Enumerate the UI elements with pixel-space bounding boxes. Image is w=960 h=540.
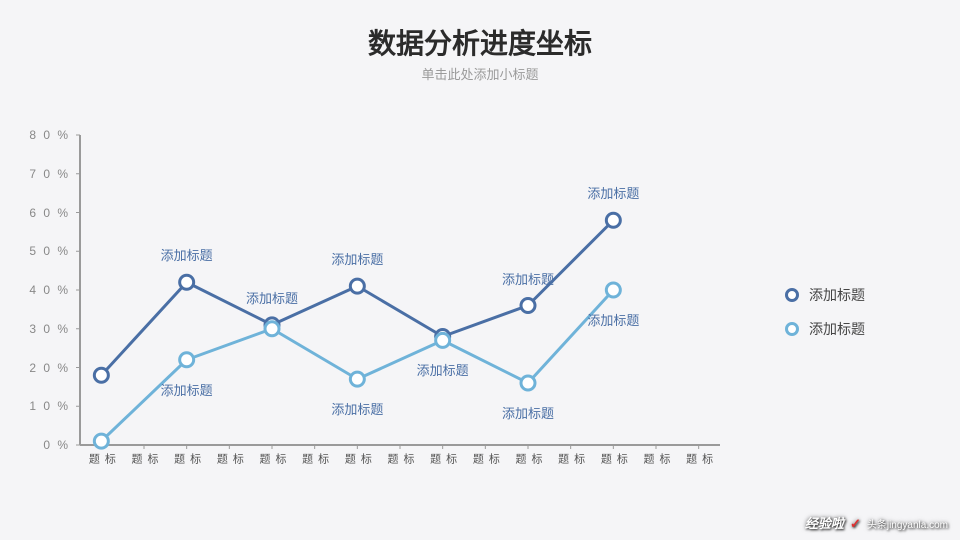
y-axis-label: 2 0 %: [29, 361, 80, 375]
x-axis-label: 标题: [299, 445, 331, 466]
y-axis-label: 8 0 %: [29, 128, 80, 142]
x-axis-label: 标题: [171, 445, 203, 466]
data-point-label: 添加标题: [331, 399, 383, 422]
x-axis-label: 标题: [384, 445, 416, 466]
y-axis-label: 5 0 %: [29, 244, 80, 258]
x-axis-label: 标题: [128, 445, 160, 466]
data-point-label: 添加标题: [502, 269, 554, 292]
x-axis-label: 标题: [597, 445, 629, 466]
data-point-label: 添加标题: [587, 183, 639, 206]
line-chart: 0 %1 0 %2 0 %3 0 %4 0 %5 0 %6 0 %7 0 %8 …: [80, 135, 720, 445]
x-axis-label: 标题: [85, 445, 117, 466]
data-point-label: 添加标题: [161, 380, 213, 403]
x-axis-label: 标题: [256, 445, 288, 466]
y-axis-label: 6 0 %: [29, 206, 80, 220]
data-point-label: 添加标题: [246, 288, 298, 311]
x-axis-label: 标题: [427, 445, 459, 466]
x-axis-label: 标题: [469, 445, 501, 466]
y-axis-label: 7 0 %: [29, 167, 80, 181]
legend-label: 添加标题: [809, 319, 865, 339]
y-axis-label: 3 0 %: [29, 322, 80, 336]
page-subtitle[interactable]: 单击此处添加小标题: [0, 64, 960, 83]
data-point-label: 添加标题: [161, 245, 213, 268]
legend: 添加标题 添加标题: [785, 285, 865, 353]
x-axis-label: 标题: [512, 445, 544, 466]
data-point-label: 添加标题: [417, 360, 469, 383]
x-axis-label: 标题: [213, 445, 245, 466]
watermark-sub: 头条jingyanla.com: [867, 516, 948, 531]
header: 数据分析进度坐标 单击此处添加小标题: [0, 0, 960, 83]
legend-marker-icon: [785, 288, 799, 302]
y-axis-label: 0 %: [43, 438, 80, 452]
y-axis-label: 4 0 %: [29, 283, 80, 297]
legend-item: 添加标题: [785, 319, 865, 339]
watermark: 经验啦 ✓ 头条jingyanla.com: [805, 513, 948, 532]
x-axis-label: 标题: [683, 445, 715, 466]
check-icon: ✓: [850, 516, 861, 532]
x-axis-label: 标题: [555, 445, 587, 466]
watermark-main: 经验啦: [805, 513, 844, 532]
y-axis-label: 1 0 %: [29, 399, 80, 413]
legend-marker-icon: [785, 322, 799, 336]
data-point-label: 添加标题: [502, 403, 554, 426]
data-point-label: 添加标题: [587, 310, 639, 333]
page-title: 数据分析进度坐标: [0, 22, 960, 62]
x-axis-label: 标题: [640, 445, 672, 466]
legend-item: 添加标题: [785, 285, 865, 305]
x-axis-label: 标题: [341, 445, 373, 466]
data-point-label: 添加标题: [331, 249, 383, 272]
legend-label: 添加标题: [809, 285, 865, 305]
